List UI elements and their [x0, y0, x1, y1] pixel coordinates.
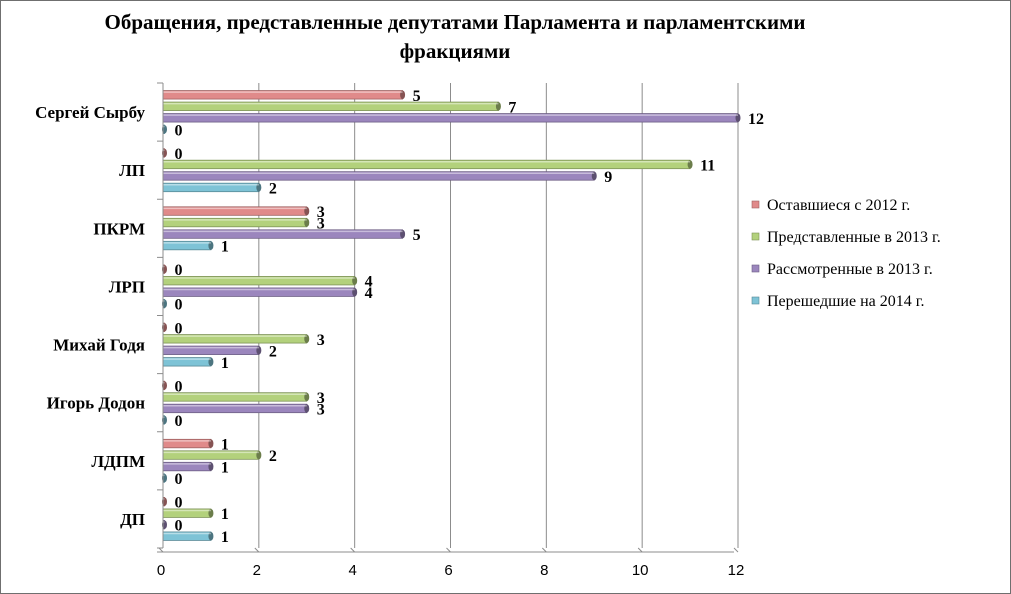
bar-end-cap [304, 218, 310, 227]
bar-end-cap [495, 102, 501, 111]
bar-end-cap [687, 160, 693, 169]
grid-lines [162, 83, 739, 548]
x-tick-label: 10 [632, 562, 649, 579]
data-label: 0 [175, 413, 183, 430]
legend-marker [751, 264, 760, 273]
bar-end-cap [591, 171, 597, 181]
labels: Сергей Сырбу57120ЛП01192ПКРМ3351ЛРП0440М… [35, 88, 764, 546]
category-label: ЛДПМ [91, 452, 145, 471]
x-tick [254, 547, 260, 553]
data-label: 0 [175, 378, 183, 395]
data-label: 0 [175, 146, 183, 163]
bar-end-cap [304, 404, 310, 413]
data-label: 4 [365, 285, 373, 302]
data-label: 0 [175, 471, 183, 488]
legend-label: Рассмотренные в 2013 г. [767, 261, 933, 278]
bars [162, 90, 741, 541]
legend-label: Оставшиеся с 2012 г. [767, 197, 910, 214]
data-label: 3 [317, 216, 325, 233]
data-label: 0 [175, 518, 183, 535]
data-label: 3 [317, 390, 325, 407]
bar-end-cap [400, 90, 406, 100]
x-tick [637, 547, 643, 553]
legend-label: Представленные в 2013 г. [767, 229, 941, 246]
data-label: 12 [748, 111, 764, 128]
data-label: 11 [700, 157, 715, 174]
x-tick-label: 12 [728, 562, 745, 579]
data-label: 0 [175, 320, 183, 337]
bar-end-cap [208, 357, 214, 367]
legend-marker [751, 200, 760, 209]
bar-end-cap [208, 241, 214, 250]
axes: 0 2 4 6 8 10 12 [157, 82, 745, 579]
data-label: 2 [269, 343, 277, 360]
x-tick [158, 547, 164, 553]
data-label: 4 [365, 274, 373, 291]
category-label: Михай Годя [53, 336, 145, 355]
bar-end-cap [352, 276, 358, 285]
legend-marker [751, 232, 760, 241]
legend: Оставшиеся с 2012 г. Представленные в 201… [751, 197, 941, 310]
bar-end-cap [208, 439, 214, 448]
data-label: 3 [317, 204, 325, 221]
data-label: 5 [413, 88, 421, 105]
bar-end-cap [400, 229, 406, 239]
data-label: 0 [175, 297, 183, 314]
data-label: 5 [413, 227, 421, 244]
data-label: 1 [221, 460, 229, 477]
x-tick-label: 4 [348, 562, 356, 579]
data-label: 1 [221, 355, 229, 372]
bar-end-cap [304, 206, 310, 216]
data-label: 3 [317, 332, 325, 349]
data-label: 1 [221, 529, 229, 546]
data-label: 3 [317, 401, 325, 418]
data-label: 7 [508, 99, 516, 116]
bar-end-cap [735, 113, 741, 123]
x-tick-label: 2 [253, 562, 261, 579]
bar-end-cap [256, 346, 262, 355]
bar-end-cap [256, 183, 262, 192]
x-tick-label: 0 [157, 562, 165, 579]
x-tick [350, 547, 356, 553]
x-tick [733, 547, 739, 553]
category-label: ПКРМ [93, 219, 145, 238]
data-label: 2 [269, 448, 277, 465]
chart-title: Обращения, представленные депутатами Пар… [104, 10, 806, 63]
data-label: 0 [175, 122, 183, 139]
data-label: 0 [175, 262, 183, 279]
legend-label: Перешедшие на 2014 г. [767, 293, 925, 310]
bar-end-cap [304, 392, 310, 402]
data-label: 1 [221, 239, 229, 256]
category-label: ЛП [119, 161, 145, 180]
legend-marker [751, 296, 760, 305]
data-label: 2 [269, 180, 277, 197]
bar-end-cap [304, 334, 310, 344]
bar-end-cap [208, 508, 214, 518]
x-tick-label: 8 [540, 562, 548, 579]
bar-end-cap [208, 462, 214, 471]
category-label: ЛРП [109, 277, 145, 296]
category-label: Игорь Додон [47, 394, 146, 413]
data-label: 0 [175, 495, 183, 512]
data-label: 1 [221, 437, 229, 454]
x-tick-label: 6 [444, 562, 452, 579]
bar-end-cap [256, 450, 262, 460]
bar-end-cap [208, 531, 214, 541]
x-tick [541, 547, 547, 553]
bar-end-cap [352, 287, 358, 297]
x-tick [446, 547, 451, 553]
data-label: 1 [221, 506, 229, 523]
data-label: 9 [604, 169, 612, 186]
category-label: ДП [120, 510, 145, 529]
category-label: Сергей Сырбу [35, 103, 145, 122]
